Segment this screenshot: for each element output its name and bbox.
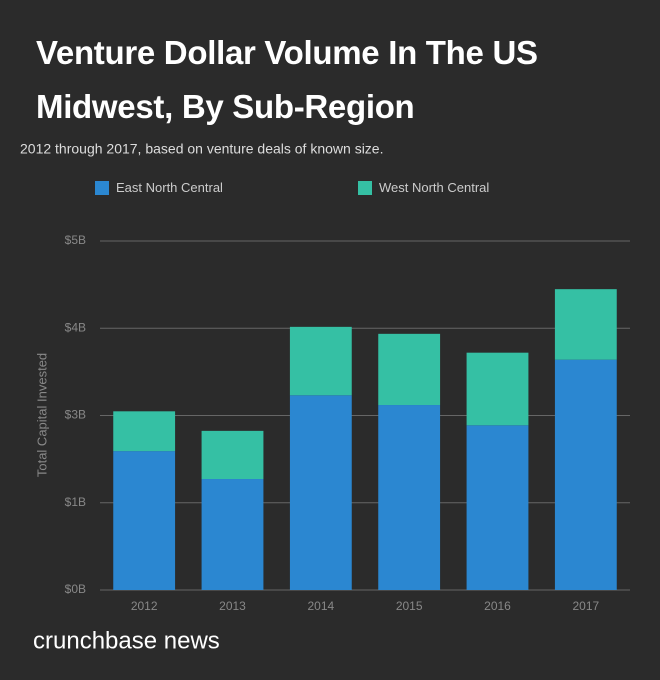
bar	[113, 411, 176, 452]
x-tick-label: 2015	[396, 599, 423, 613]
subtitle: 2012 through 2017, based on venture deal…	[20, 141, 383, 157]
y-tick-label: $0B	[65, 582, 86, 596]
x-tick-label: 2013	[219, 599, 246, 613]
bar	[378, 333, 441, 406]
bar	[466, 352, 529, 426]
bar	[289, 395, 352, 590]
x-tick-label: 2016	[484, 599, 511, 613]
x-tick-label: 2014	[307, 599, 334, 613]
y-axis-label: Total Capital Invested	[34, 353, 49, 477]
legend-label: East North Central	[116, 180, 223, 195]
bar	[201, 430, 264, 480]
bar	[378, 405, 441, 590]
bar	[289, 326, 352, 396]
y-tick-label: $3B	[65, 408, 86, 422]
bar	[113, 451, 176, 590]
bar	[554, 289, 617, 360]
y-tick-label: $5B	[65, 233, 86, 247]
bar	[554, 359, 617, 590]
chart-title: Venture Dollar Volume In The US Midwest,…	[36, 34, 538, 125]
x-tick-label: 2012	[131, 599, 158, 613]
legend-label: West North Central	[379, 180, 489, 195]
legend-swatch	[95, 181, 109, 195]
bar	[466, 425, 529, 590]
x-tick-label: 2017	[572, 599, 599, 613]
y-tick-label: $1B	[65, 495, 86, 509]
bar	[201, 479, 264, 590]
legend-swatch	[358, 181, 372, 195]
y-tick-label: $4B	[65, 320, 86, 334]
brand: crunchbase news	[33, 627, 220, 654]
